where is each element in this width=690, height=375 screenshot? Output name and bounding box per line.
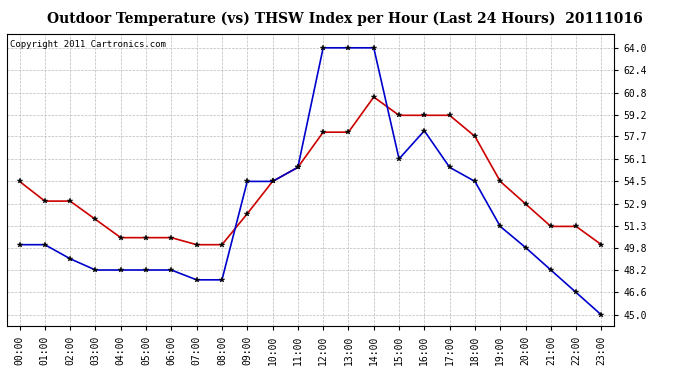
- Text: Copyright 2011 Cartronics.com: Copyright 2011 Cartronics.com: [10, 40, 166, 49]
- Text: Outdoor Temperature (vs) THSW Index per Hour (Last 24 Hours)  20111016: Outdoor Temperature (vs) THSW Index per …: [47, 11, 643, 26]
